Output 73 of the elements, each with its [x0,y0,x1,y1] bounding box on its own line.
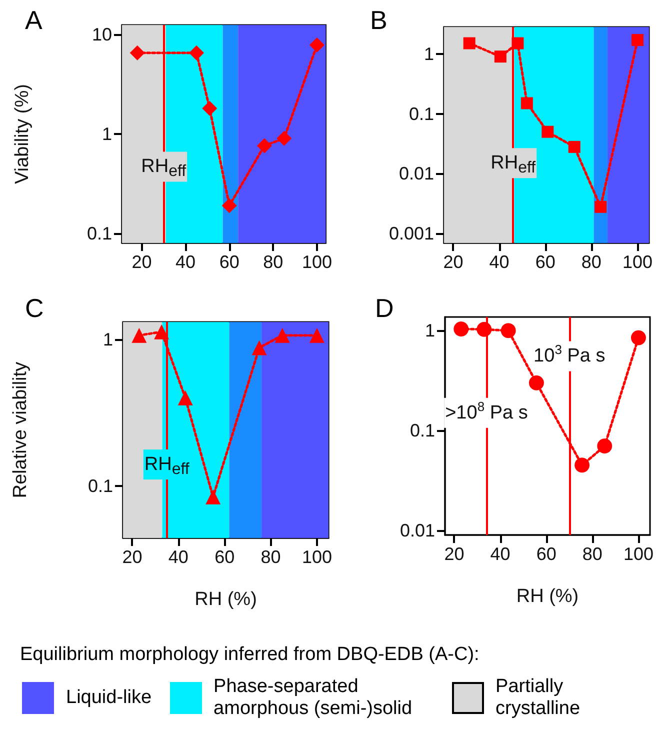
x-tick-label: 60 [219,252,240,272]
point [520,97,533,110]
chart-title: C [25,293,44,323]
point [631,34,644,46]
x-tick-label: 80 [582,544,602,564]
x-tick-label: 40 [168,547,188,567]
point [309,38,324,53]
y-tick-label: 0.01 [398,164,434,184]
x-tick-label: 80 [581,252,602,272]
chart-title: D [375,293,394,323]
y-tick-label: 0.01 [400,520,435,540]
point [463,37,476,50]
x-tick-label: 20 [443,252,464,272]
point [222,198,237,214]
x-tick-label: 40 [490,544,510,564]
x-tick-label: 20 [444,544,464,564]
x-tick-label: 20 [122,547,142,567]
x-tick-label: 80 [263,252,284,272]
y-tick-label: 0.001 [388,224,434,244]
point [178,390,193,406]
point [206,489,221,504]
point [276,130,292,146]
y-tick-label: 0.1 [410,420,435,441]
x-tick-label: 100 [302,547,332,567]
x-tick-label: 80 [260,547,281,567]
x-tick-label: 40 [176,252,196,272]
point [252,340,267,356]
text: Equilibrium morphology inferred from DBQ-EDB (A-C): [20,644,480,666]
category-label: Liquid-like [66,687,152,709]
point [512,37,524,50]
point [132,328,147,343]
point [631,330,646,346]
point [476,322,492,337]
x-axis-title: RH (%) [194,589,257,610]
point [309,328,324,343]
point [154,324,170,340]
y-tick-label: 10 [92,24,112,44]
x-tick-label: 60 [536,544,556,564]
point [500,323,516,338]
chart-title: B [370,5,388,35]
x-tick-label: 100 [623,544,654,564]
point [130,45,145,60]
x-tick-label: 100 [622,252,653,272]
point [274,328,290,343]
point [454,321,469,336]
y-tick-label: 0.1 [408,104,434,124]
category-label: Partially crystalline [496,676,582,720]
y-tick-label: 0.1 [86,223,112,244]
point [574,458,590,473]
x-tick-label: 60 [214,547,235,567]
point [528,375,544,390]
y-tick-label: 1 [424,44,434,64]
x-tick-label: 100 [302,252,332,272]
point [188,45,204,60]
y-axis-title: Relative viability [10,361,31,498]
y-tick-label: 1 [102,330,113,350]
x-axis-title: RH (%) [516,586,579,607]
point [202,100,218,116]
chart-title: A [25,5,43,35]
x-tick-label: 20 [132,252,152,272]
y-tick-label: 0.1 [88,476,113,496]
x-tick-label: 60 [535,252,556,272]
point [494,50,506,63]
point [568,140,580,153]
y-tick-label: 1 [102,124,112,144]
y-axis-title: Viability (%) [12,84,33,184]
category-label: Phase-separated amorphous (semi-)solid [214,676,414,720]
point [594,200,607,213]
x-tick-label: 40 [489,252,510,272]
point [542,126,554,138]
point [256,138,272,154]
y-tick-label: 1 [424,320,435,341]
point [597,438,612,454]
